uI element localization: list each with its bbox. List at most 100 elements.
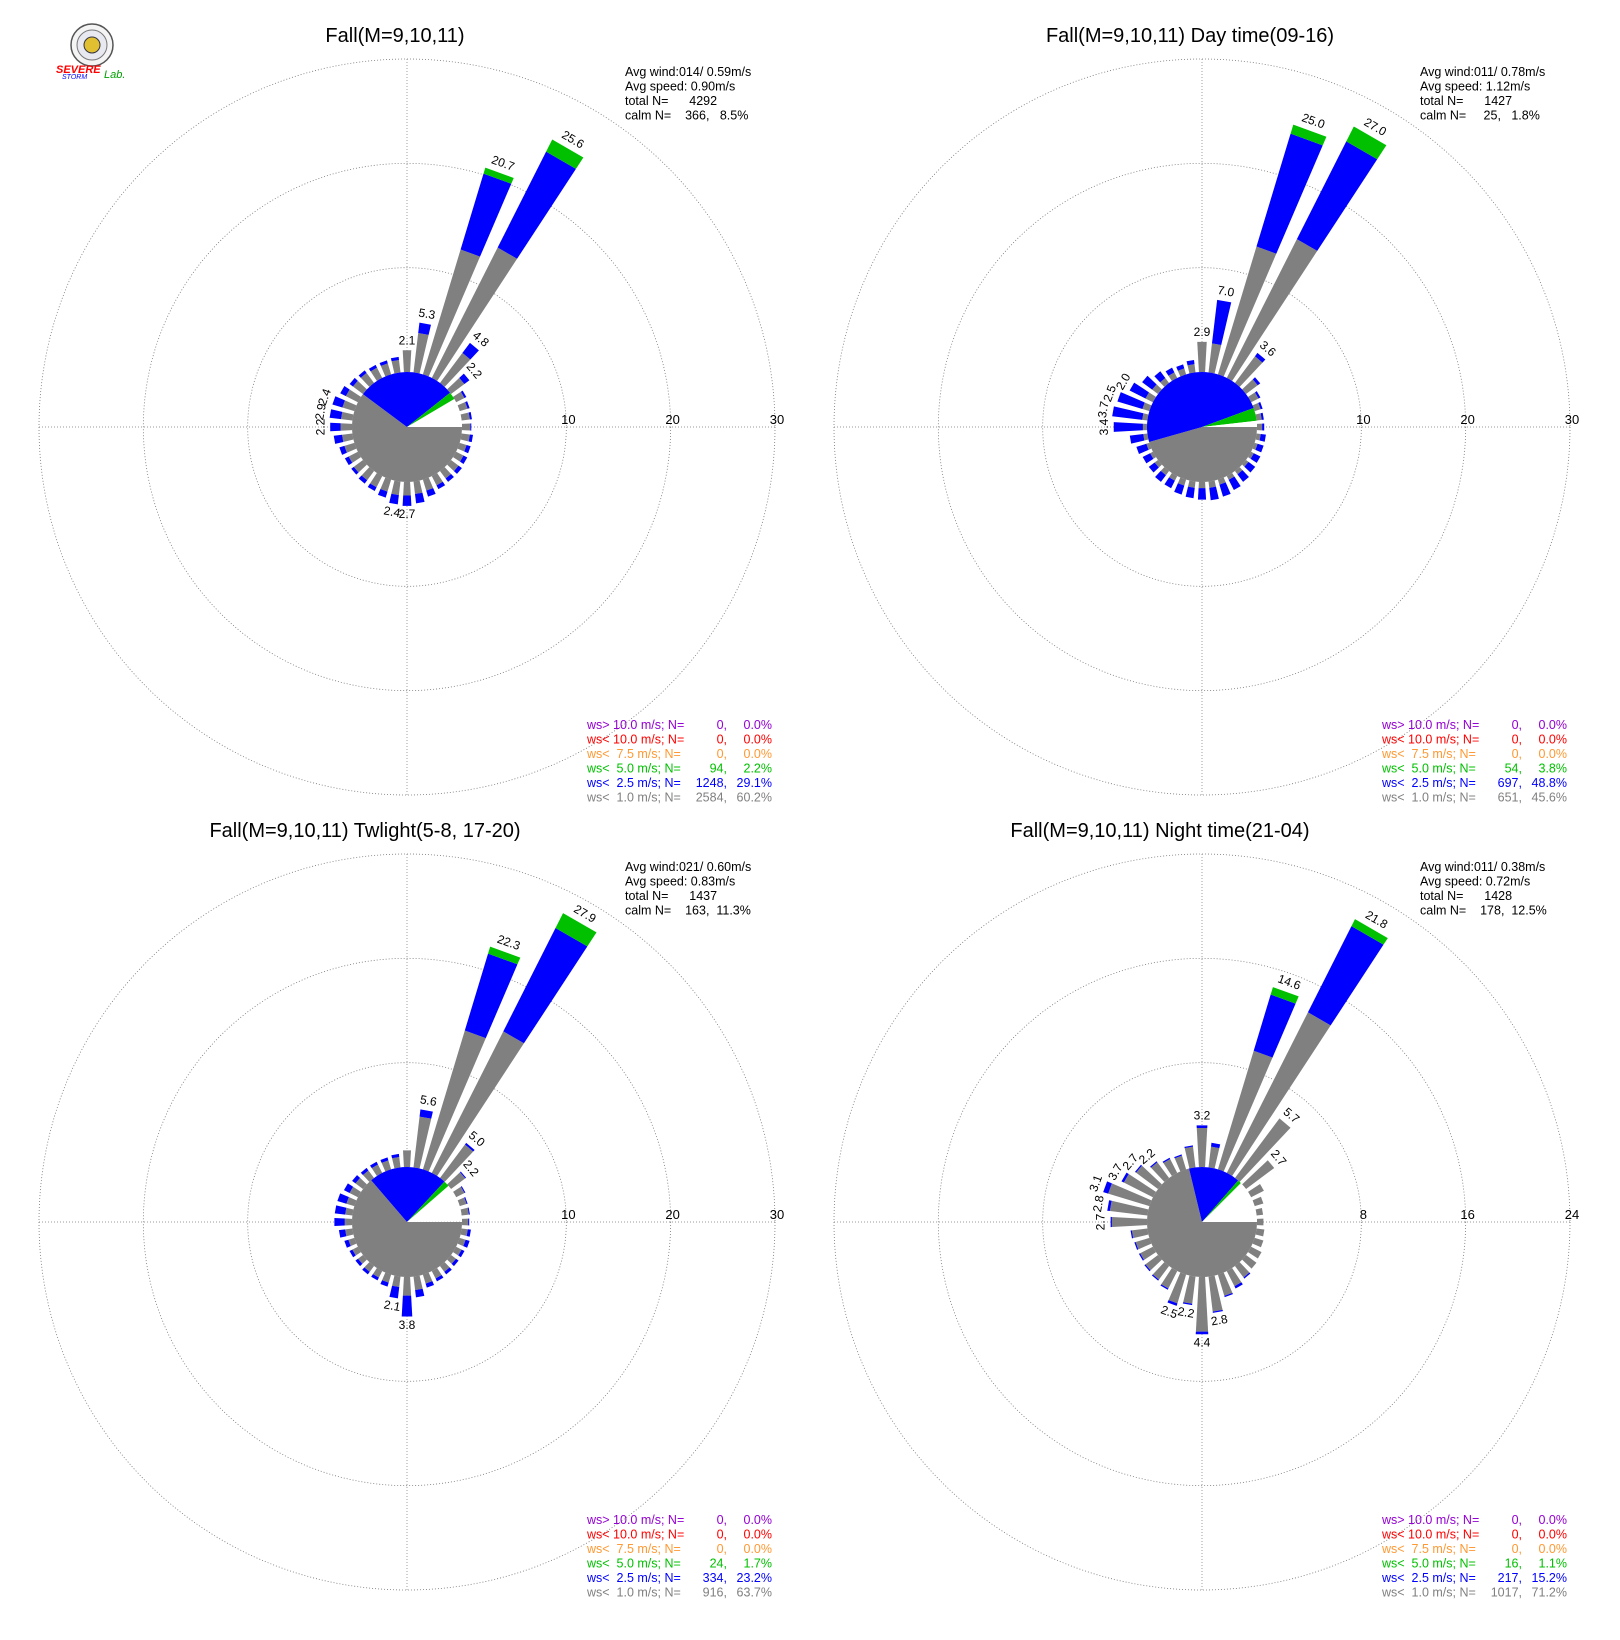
windrose-panel-4: Fall(M=9,10,11) Night time(21-04) 8 16 24 3.… [833, 820, 1579, 1600]
calm-pie-slice [1147, 1168, 1257, 1277]
bar-segment [380, 477, 392, 492]
bar-segment [1165, 367, 1175, 376]
grid-ring [833, 58, 1571, 796]
bar-segment [1210, 1142, 1221, 1149]
bar-segment [457, 442, 467, 452]
legend-label: ws< 2.5 m/s; N= [586, 776, 681, 790]
bar-segment [460, 455, 468, 464]
calm-pie-slice [362, 372, 451, 427]
legend-count: 0, [1512, 1513, 1522, 1527]
bar-segment [1209, 486, 1219, 501]
legend-count: 0, [717, 718, 727, 732]
bar-segment [1224, 1292, 1233, 1298]
bar-segment [358, 370, 367, 378]
bar-segment [1195, 1331, 1209, 1335]
bar-segment [1129, 434, 1145, 444]
legend-count: 651, [1498, 791, 1522, 805]
bar-segment [447, 1254, 457, 1264]
bar-value-label: 2.8 [1210, 1312, 1229, 1329]
bar-segment [1255, 391, 1261, 399]
bar-segment [352, 1175, 361, 1184]
legend-percent: 0.0% [744, 1528, 773, 1542]
calm-pie-slice [1149, 427, 1257, 483]
bar-segment [349, 1249, 356, 1258]
bar-segment [367, 483, 377, 491]
bar-segment [1252, 377, 1261, 386]
bar-segment [1226, 239, 1318, 381]
legend-label: ws< 1.0 m/s; N= [1381, 1586, 1476, 1600]
bar-segment [1138, 1253, 1144, 1261]
bar-segment [447, 459, 459, 472]
bar-value-label: 5.3 [418, 305, 437, 322]
bar-segment [1109, 1200, 1149, 1216]
bar-segment [344, 1218, 353, 1226]
bar-segment [1242, 379, 1258, 395]
bar-segment [1255, 433, 1261, 441]
bar-segment [1152, 384, 1162, 395]
bar-segment [362, 1170, 375, 1182]
grid-ring [38, 58, 776, 796]
legend-count: 0, [1512, 718, 1522, 732]
ring-label: 20 [665, 412, 679, 427]
bar-segment [1163, 1158, 1178, 1176]
bar-segment [1177, 368, 1187, 377]
bar-segment [1107, 1200, 1112, 1212]
bar-segment [1290, 124, 1327, 146]
calm-pie-slice [1202, 408, 1257, 427]
bar-segment [1346, 126, 1387, 160]
bar-segment [431, 247, 518, 381]
legend-percent: 23.2% [737, 1571, 772, 1585]
bar-segment [422, 477, 434, 491]
bar-segment [1217, 477, 1226, 485]
bar-segment [1152, 1262, 1170, 1280]
bar-segment [1142, 423, 1148, 431]
legend-label: ws< 10.0 m/s; N= [586, 733, 684, 747]
bar-segment [360, 1167, 369, 1176]
bar-segment [402, 495, 412, 506]
calm-pie-slice [1202, 420, 1257, 427]
bar-segment [431, 473, 443, 486]
legend-count: 697, [1498, 776, 1522, 790]
legend-count: 1017, [1491, 1586, 1522, 1600]
bar-segment [1131, 1228, 1149, 1239]
bar-segment [349, 377, 358, 387]
bar-segment [1145, 1254, 1162, 1271]
bar-segment [340, 423, 353, 431]
ring-label: 10 [561, 1207, 575, 1222]
calm-pie-slice [1188, 1167, 1239, 1222]
legend-count: 0, [1512, 1528, 1522, 1542]
bar-segment [342, 400, 357, 412]
bar-segment [340, 386, 350, 397]
legend-percent: 15.2% [1532, 1571, 1567, 1585]
ring-label: 30 [1565, 412, 1579, 427]
bar-segment [1226, 1268, 1242, 1287]
bar-segment [1130, 1230, 1134, 1239]
bar-segment [1256, 133, 1323, 254]
bar-segment [460, 433, 470, 442]
bar-segment [1248, 392, 1259, 403]
legend-percent: 3.8% [1539, 762, 1568, 776]
legend-count: 94, [710, 762, 727, 776]
bar-segment [1123, 1174, 1156, 1198]
bar-segment [1197, 341, 1207, 373]
bar-segment [1167, 1300, 1178, 1306]
legend-percent: 0.0% [1539, 1528, 1568, 1542]
bar-segment [1250, 453, 1261, 463]
logo-lab-text: Lab. [104, 69, 125, 81]
stats-line: calm N= 178, 12.5% [1420, 904, 1547, 918]
bar-value-label: 3.1 [1086, 1173, 1105, 1194]
bar-segment [1111, 1216, 1148, 1228]
calm-pie-slice [371, 1167, 445, 1222]
bar-segment [1182, 1302, 1193, 1306]
bar-segment [401, 1295, 413, 1317]
bar-segment [1168, 1272, 1187, 1304]
bar-segment [355, 1177, 367, 1190]
calm-pie-slice [351, 1180, 462, 1277]
legend-label: ws> 10.0 m/s; N= [1381, 718, 1479, 732]
legend-label: ws< 5.0 m/s; N= [586, 762, 681, 776]
bar-segment [1108, 1183, 1152, 1207]
bar-segment [453, 391, 465, 403]
bar-segment [361, 467, 375, 481]
chart-title: Fall(M=9,10,11) [325, 25, 464, 47]
